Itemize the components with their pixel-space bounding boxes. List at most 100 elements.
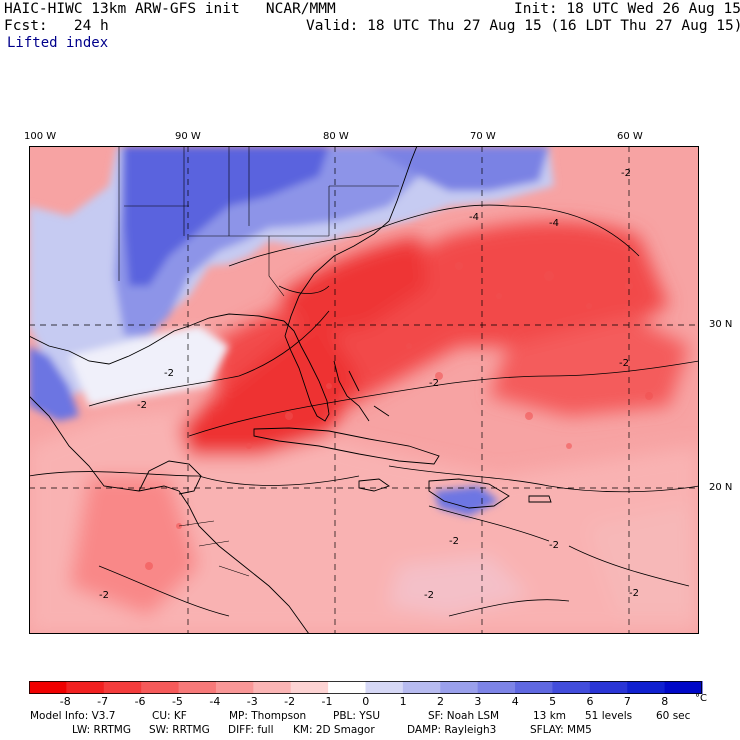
footer-resolution: 13 km xyxy=(533,710,567,722)
us-stable-max xyxy=(124,146,329,286)
lon-label-60w: 60 W xyxy=(617,131,643,142)
colorbar-swatch xyxy=(141,681,180,694)
map-frame xyxy=(29,146,699,634)
south-atlantic-weak xyxy=(589,506,699,616)
lon-label-90w: 90 W xyxy=(175,131,201,142)
footer-cu: CU: KF xyxy=(152,710,187,722)
colorbar-tick-label: 6 xyxy=(586,695,594,708)
jamaica-outline xyxy=(358,478,390,492)
footer-pbl: PBL: YSU xyxy=(333,710,381,722)
footer-sw: SW: RRTMG xyxy=(149,724,210,736)
footer-lw: LW: RRTMG xyxy=(72,724,131,736)
lifted-index-map: -2 -4 -4 -2 -2 -2 -2 -2 -2 -2 -2 -2 xyxy=(29,146,699,634)
texture-marks xyxy=(145,262,653,570)
contour-value-labels: -2 -4 -4 -2 -2 -2 -2 -2 -2 -2 -2 -2 xyxy=(99,168,639,601)
colorbar-frame xyxy=(29,681,702,694)
gulf-neutral xyxy=(69,326,229,406)
colorbar xyxy=(29,681,703,694)
us-east-coast xyxy=(284,146,418,337)
colorbar-swatch xyxy=(365,681,404,694)
gulf-strong-region xyxy=(179,316,359,456)
bahamas-outline xyxy=(333,360,390,422)
colorbar-tick-label: -5 xyxy=(171,695,183,708)
contour-label: -2 xyxy=(137,400,147,411)
contour-label: -2 xyxy=(621,168,631,179)
forecast-hour: Fcst: 24 h xyxy=(4,18,109,34)
weak-negative-region xyxy=(29,406,699,634)
central-america-borders xyxy=(178,520,250,577)
contour-label: -2 xyxy=(619,358,629,369)
colorbar-tick-label: 8 xyxy=(661,695,669,708)
footer-sf: SF: Noah LSM xyxy=(428,710,500,722)
colorbar-tick-label: -1 xyxy=(321,695,333,708)
central-america-weak xyxy=(69,476,199,616)
contour-label: -4 xyxy=(549,218,559,229)
colorbar-swatch xyxy=(290,681,329,694)
colorbar-tick-label: 4 xyxy=(511,695,519,708)
model-title: HAIC-HIWC 13km ARW-GFS init NCAR/MMM xyxy=(4,1,336,17)
colorbar-swatch xyxy=(552,681,591,694)
colorbar-swatch xyxy=(253,681,292,694)
lat-label-20n: 20 N xyxy=(709,482,733,493)
state-borders xyxy=(118,146,399,297)
colorbar-swatch xyxy=(589,681,628,694)
footer-model-info: Model Info: V3.7 xyxy=(30,710,116,722)
lon-label-80w: 80 W xyxy=(323,131,349,142)
florida-outline xyxy=(283,320,330,422)
colorbar-swatch xyxy=(29,681,67,694)
colorbar-unit: °C xyxy=(695,693,707,704)
contour-label: -2 xyxy=(629,588,639,599)
colorbar-swatch xyxy=(103,681,142,694)
footer-timestep: 60 sec xyxy=(656,710,691,722)
graticule xyxy=(29,146,699,634)
hispaniola-stable xyxy=(434,486,499,516)
footer-damp: DAMP: Rayleigh3 xyxy=(407,724,497,736)
footer-km: KM: 2D Smagor xyxy=(293,724,375,736)
contour-lines xyxy=(29,204,699,617)
colorbar-swatch xyxy=(178,681,217,694)
mexico-coast xyxy=(29,395,310,634)
colorbar-tick-label: -2 xyxy=(284,695,296,708)
colorbar-tick-label: 1 xyxy=(399,695,407,708)
footer-diff: DIFF: full xyxy=(228,724,274,736)
contour-label: -2 xyxy=(164,368,174,379)
contour-label: -2 xyxy=(449,536,459,547)
footer-sflay: SFLAY: MM5 xyxy=(530,724,592,736)
init-time: Init: 18 UTC Wed 26 Aug 15 xyxy=(514,1,740,17)
colorbar-swatch xyxy=(215,681,254,694)
contour-label: -2 xyxy=(429,378,439,389)
contour-label: -2 xyxy=(424,590,434,601)
texas-coast-stable xyxy=(29,346,79,421)
colorbar-swatch xyxy=(440,681,479,694)
colorbar-tick-label: -3 xyxy=(246,695,258,708)
cuba-outline xyxy=(253,427,440,465)
contour-label: -2 xyxy=(99,590,109,601)
colorbar-swatch xyxy=(627,681,666,694)
contour-label: -2 xyxy=(549,540,559,551)
southeast-strong-region xyxy=(279,236,429,336)
footer-levels: 51 levels xyxy=(585,710,633,722)
colorbar-tick-label: 0 xyxy=(362,695,370,708)
yucatan-outline xyxy=(138,460,202,495)
colorbar-tick-label: -7 xyxy=(97,695,109,708)
lat-label-30n: 30 N xyxy=(709,319,733,330)
field-name: Lifted index xyxy=(7,35,109,51)
colorbar-tick-label: -8 xyxy=(59,695,71,708)
hispaniola-outline xyxy=(428,478,510,509)
coastlines xyxy=(29,146,552,634)
lon-label-100w: 100 W xyxy=(24,131,57,142)
caribbean-weak-positive xyxy=(389,556,529,616)
us-gulf-coast xyxy=(29,313,285,365)
colorbar-tick-label: 7 xyxy=(623,695,631,708)
colorbar-tick-label: 5 xyxy=(549,695,557,708)
colorbar-swatch xyxy=(477,681,516,694)
colorbar-tick-label: 3 xyxy=(474,695,482,708)
colorbar-swatch xyxy=(515,681,553,694)
colorbar-swatch xyxy=(402,681,441,694)
contour-label: -4 xyxy=(469,212,479,223)
colorbar-swatch xyxy=(664,681,703,694)
colorbar-tick-label: -6 xyxy=(134,695,146,708)
northeast-stable xyxy=(369,146,549,191)
footer-mp: MP: Thompson xyxy=(229,710,307,722)
eastern-caribbean-strong xyxy=(489,316,689,416)
